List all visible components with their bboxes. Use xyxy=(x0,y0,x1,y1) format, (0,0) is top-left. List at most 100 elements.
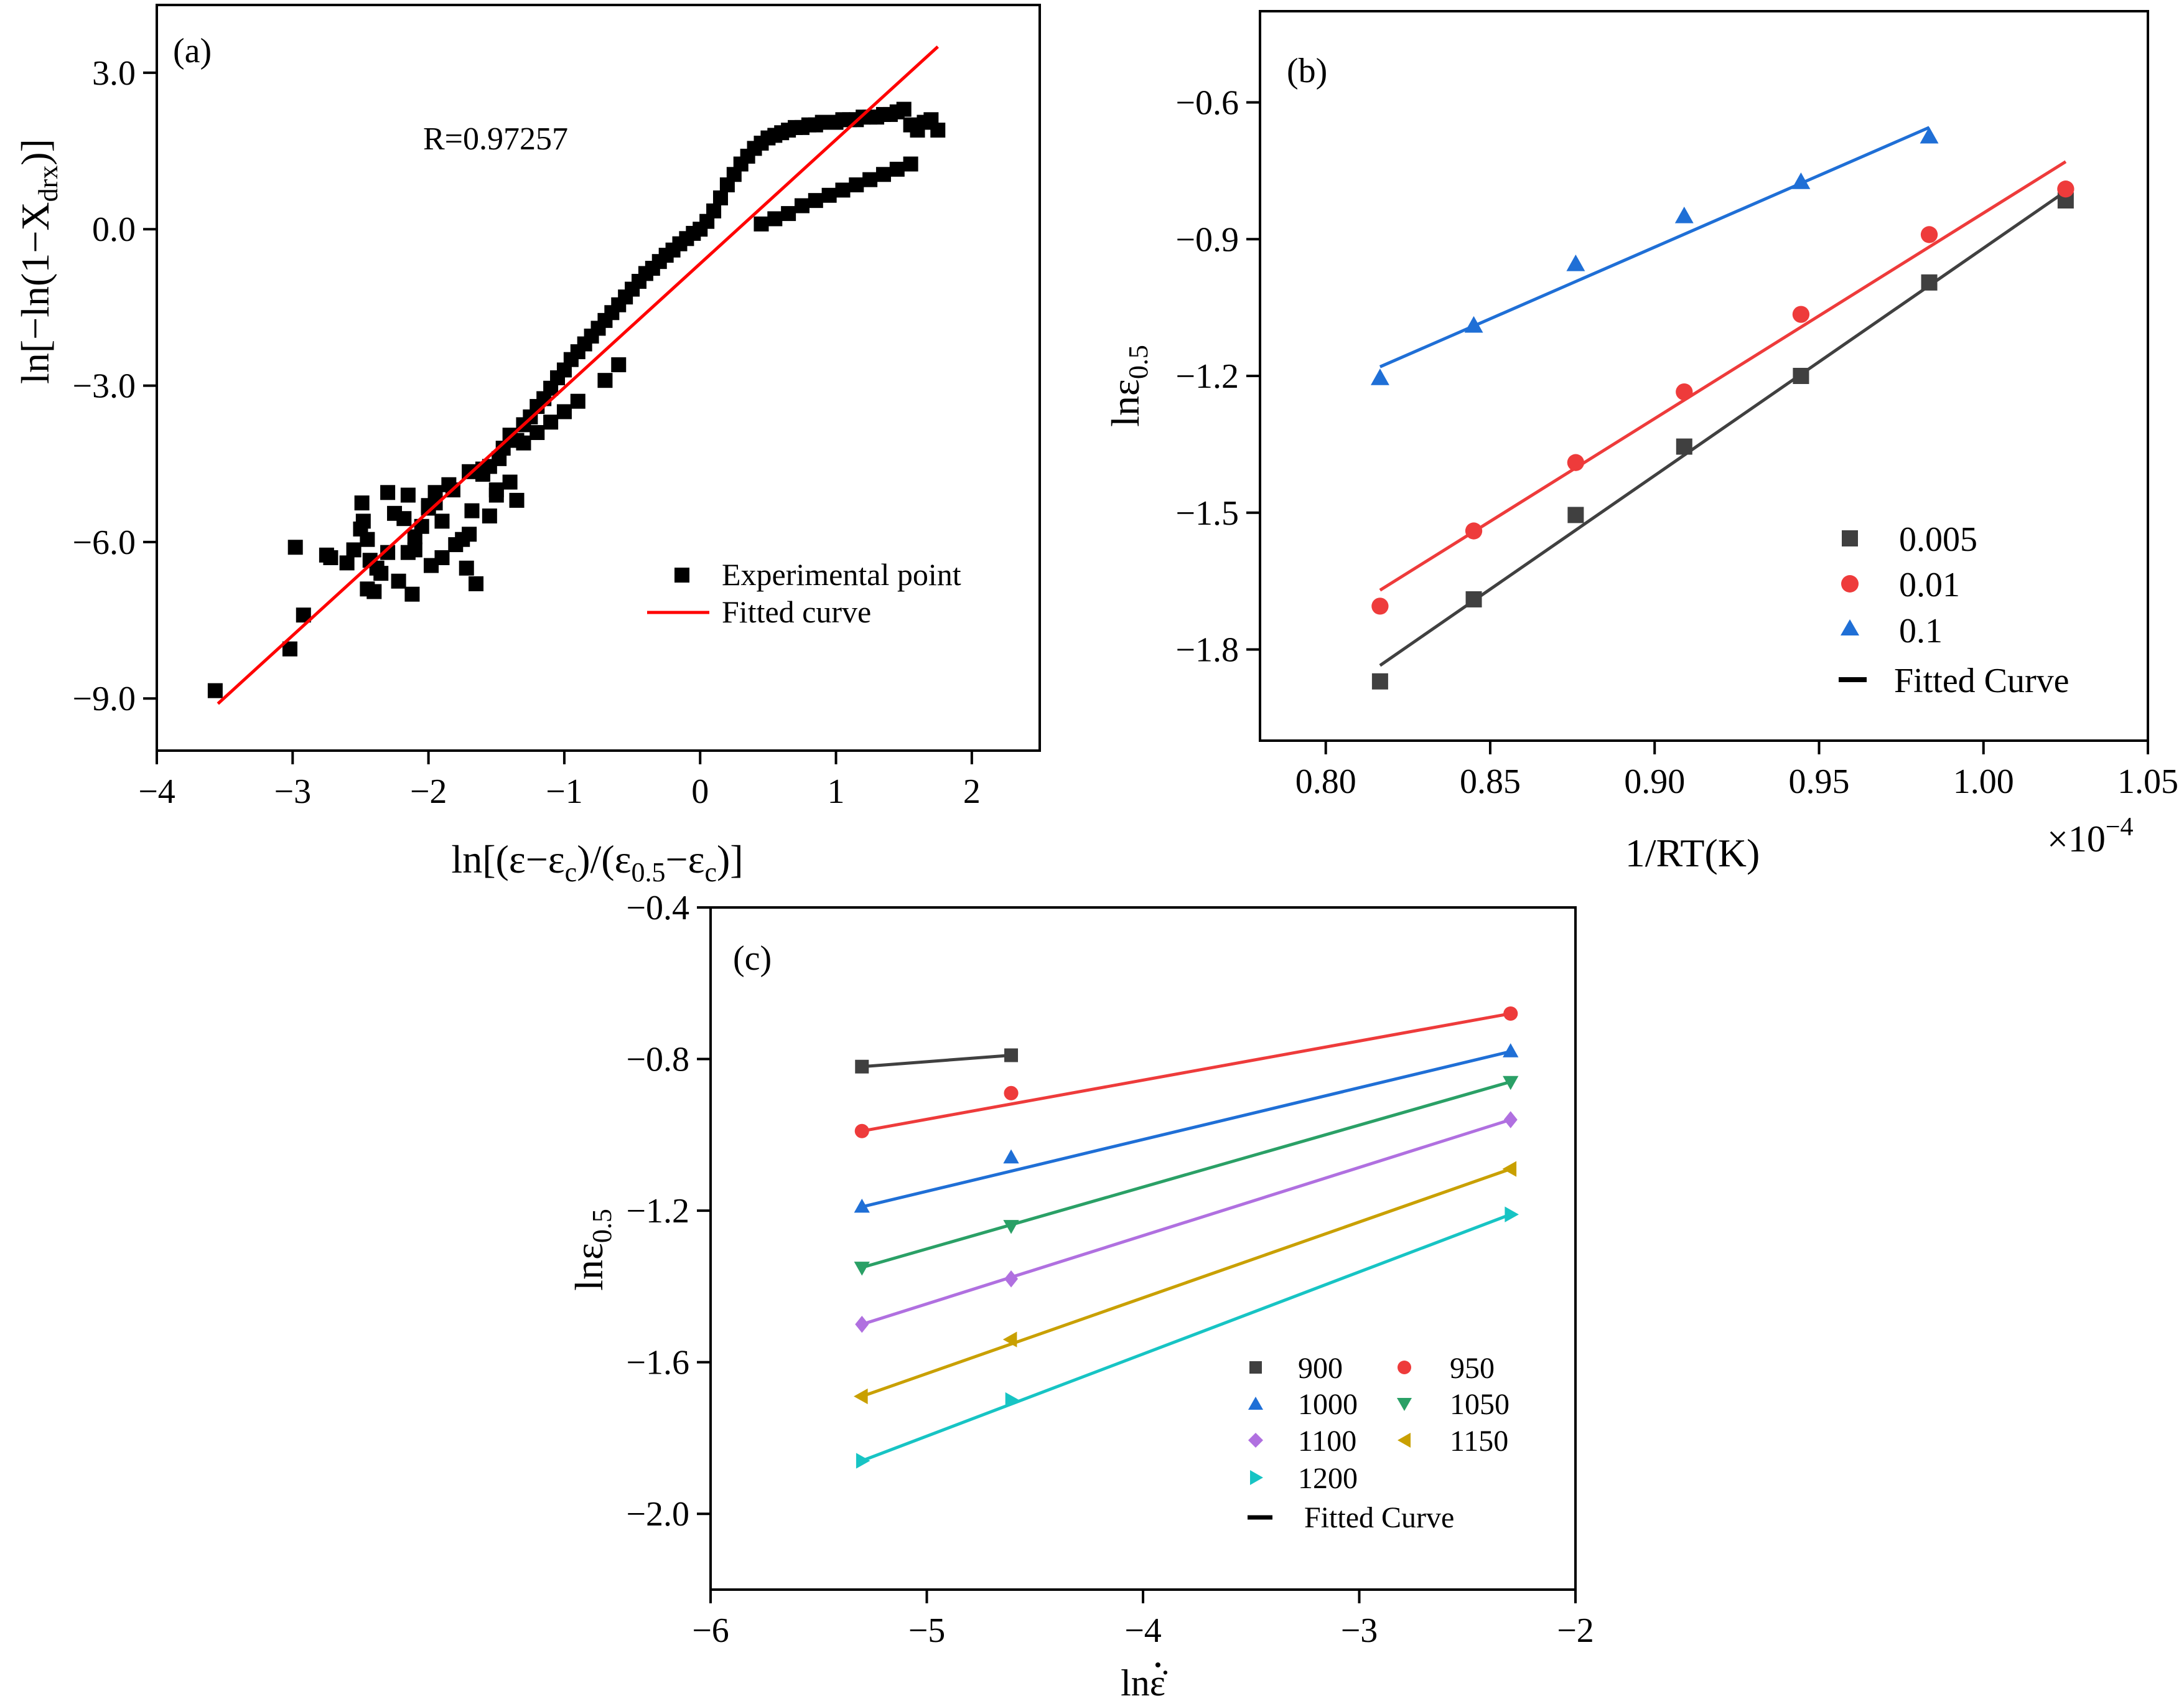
panel-a-data-point xyxy=(896,101,912,117)
panel-a-data-point xyxy=(380,485,396,500)
panel-a-data-point xyxy=(396,511,412,527)
panel-c-point-1050 xyxy=(1503,1076,1519,1090)
panel-a-x-tick-label: −2 xyxy=(410,772,447,811)
panel-b-x-multiplier: ×10−4 xyxy=(2047,813,2134,860)
panel-c-fit-line-1150 xyxy=(861,1167,1511,1398)
panel-a-ylabel-part1: ln[−ln(1−X xyxy=(13,202,57,384)
panel-c-legend-marker-1100 xyxy=(1248,1433,1263,1448)
panel-c-point-1050 xyxy=(1003,1220,1019,1234)
panel-b-point-0.01 xyxy=(1676,383,1693,401)
panel-a-data-point xyxy=(482,509,497,524)
panel-b-frame xyxy=(1259,10,2149,742)
panel-c-point-1000 xyxy=(1003,1149,1019,1164)
panel-c-point-1000 xyxy=(1503,1043,1519,1057)
panel-a-data-point xyxy=(464,503,480,518)
panel-a-data-point xyxy=(434,513,450,529)
panel-c-point-900 xyxy=(1004,1048,1019,1062)
panel-a-data-point xyxy=(502,474,518,490)
panel-a-data-point xyxy=(889,161,905,177)
panel-a-data-point xyxy=(434,550,450,566)
panel-a-xlabel-part4: )] xyxy=(717,837,744,881)
panel-a-ylabel-part2: )] xyxy=(13,139,57,166)
panel-b-point-0.01 xyxy=(1465,522,1483,540)
panel-c-x-tick-label: −5 xyxy=(908,1611,946,1650)
panel-c-fit-line-900 xyxy=(862,1053,1012,1069)
panel-b-y-tick-label: −1.2 xyxy=(1175,357,1239,396)
panel-c-legend-marker-1050 xyxy=(1397,1398,1412,1411)
panel-a-y-tick-label: 3.0 xyxy=(92,54,136,93)
panel-c-point-1200 xyxy=(856,1453,870,1469)
panel-b-point-0.005 xyxy=(1567,507,1584,523)
panel-c-legend: 900 950 1000 1050 1100 1150 1200 Fitted … xyxy=(1248,1352,1510,1534)
panel-a-data-point xyxy=(407,529,422,545)
panel-c-ylabel-main: lnε xyxy=(567,1243,611,1291)
panel-b-x-axis-label: 1/RT(K) xyxy=(1625,831,1760,875)
panel-b-x-tick-label: 0.95 xyxy=(1788,762,1849,801)
panel-c-legend-1100: 1100 xyxy=(1298,1425,1356,1458)
panel-a-y-tick-label: −6.0 xyxy=(72,523,136,562)
panel-b-x-tick-label: 0.80 xyxy=(1295,762,1356,801)
panel-b-point-0.1 xyxy=(1791,172,1811,189)
panel-b-point-0.005 xyxy=(1465,591,1482,607)
panel-b-points xyxy=(1370,126,2074,690)
panel-c-y-tick-label: −1.2 xyxy=(626,1192,689,1230)
panel-b-y-axis-label: lnε0.5 xyxy=(1103,345,1154,427)
panel-a-data-point xyxy=(597,373,613,388)
panel-c-point-900 xyxy=(855,1059,869,1074)
panel-b-x-tick-label: 0.90 xyxy=(1624,762,1685,801)
panel-b-point-0.01 xyxy=(1371,598,1389,615)
panel-c-x-axis-label-text: lnε̇ xyxy=(1121,1662,1168,1704)
panel-c-point-950 xyxy=(1004,1085,1019,1100)
panel-c-fit-line-950 xyxy=(861,1012,1511,1133)
panel-a-data-point xyxy=(570,393,586,409)
panel-a-data-point xyxy=(488,482,504,498)
panel-a-data-point xyxy=(400,487,416,503)
panel-a-data-point xyxy=(366,584,382,599)
panel-b-point-0.1 xyxy=(1674,207,1694,223)
panel-a-data-point xyxy=(287,540,303,555)
panel-a-xlabel-sub1: c xyxy=(565,857,577,888)
panel-a-data-point xyxy=(373,566,389,581)
panel-a-data-point xyxy=(427,485,443,500)
panel-b: 0.80 0.85 0.90 0.95 1.00 1.05 −1.8 −1.5 −1.2 −0.… xyxy=(1103,10,2178,875)
panel-b-fit-line-0.1 xyxy=(1379,126,1930,368)
panel-c: −6 −5 −4 −3 −2 −2.0 −1.6 −1.2 −0.8 −0.4 (c) 900 … xyxy=(567,889,1594,1704)
panel-a-data-point xyxy=(400,545,416,560)
panel-b-point-0.1 xyxy=(1370,368,1389,385)
panel-c-point-1200 xyxy=(1505,1206,1519,1222)
panel-b-y-tick-label: −0.9 xyxy=(1175,220,1239,259)
panel-c-legend-marker-1150 xyxy=(1398,1433,1411,1448)
panel-a-x-tick-label: 1 xyxy=(828,772,845,811)
panel-c-x-tick-label: −2 xyxy=(1557,1611,1594,1650)
panel-c-x-tick-label: −3 xyxy=(1341,1611,1378,1650)
panel-a-data-point xyxy=(346,542,362,558)
panel-c-fit-line-1100 xyxy=(861,1118,1511,1326)
panel-a-data-point xyxy=(821,187,837,203)
panel-c-point-1050 xyxy=(854,1262,870,1276)
panel-c-x-tick-label: −4 xyxy=(1124,1611,1162,1650)
panel-b-legend-0005: 0.005 xyxy=(1899,520,1977,559)
panel-b-fits xyxy=(1379,126,2067,667)
panel-a-y-tick-label: 0.0 xyxy=(92,210,136,249)
panel-c-points xyxy=(854,1006,1519,1469)
panel-a-data-point xyxy=(509,492,525,508)
panel-a-data-point xyxy=(781,206,796,222)
panel-b-x-ticks: 0.80 0.85 0.90 0.95 1.00 1.05 xyxy=(1295,741,2178,801)
panel-a-x-tick-label: −1 xyxy=(546,772,583,811)
panel-a-data-point xyxy=(339,555,355,571)
panel-a-data-point xyxy=(459,560,474,576)
panel-a-data-point xyxy=(754,216,769,232)
panel-b-point-0.005 xyxy=(1676,438,1692,455)
panel-b-legend: 0.005 0.01 0.1 Fitted Curve xyxy=(1839,520,2070,700)
panel-b-legend-001: 0.01 xyxy=(1899,566,1960,604)
panel-c-legend-marker-1000 xyxy=(1248,1397,1263,1410)
panel-c-point-950 xyxy=(854,1123,869,1138)
panel-c-legend-fit: Fitted Curve xyxy=(1304,1501,1454,1534)
panel-c-legend-950: 950 xyxy=(1450,1352,1495,1385)
panel-a-xlabel-part1: ln[(ε−ε xyxy=(451,837,564,881)
panel-a: −4 −3 −2 −1 0 1 2 −9.0 −6.0 −3.0 0.0 3.0 (a) R=0.9… xyxy=(13,4,1041,888)
panel-b-legend-marker-0005 xyxy=(1842,530,1858,546)
panel-b-point-0.1 xyxy=(1464,316,1483,333)
panel-a-data-point xyxy=(207,683,223,698)
panel-a-data-point xyxy=(849,177,864,193)
